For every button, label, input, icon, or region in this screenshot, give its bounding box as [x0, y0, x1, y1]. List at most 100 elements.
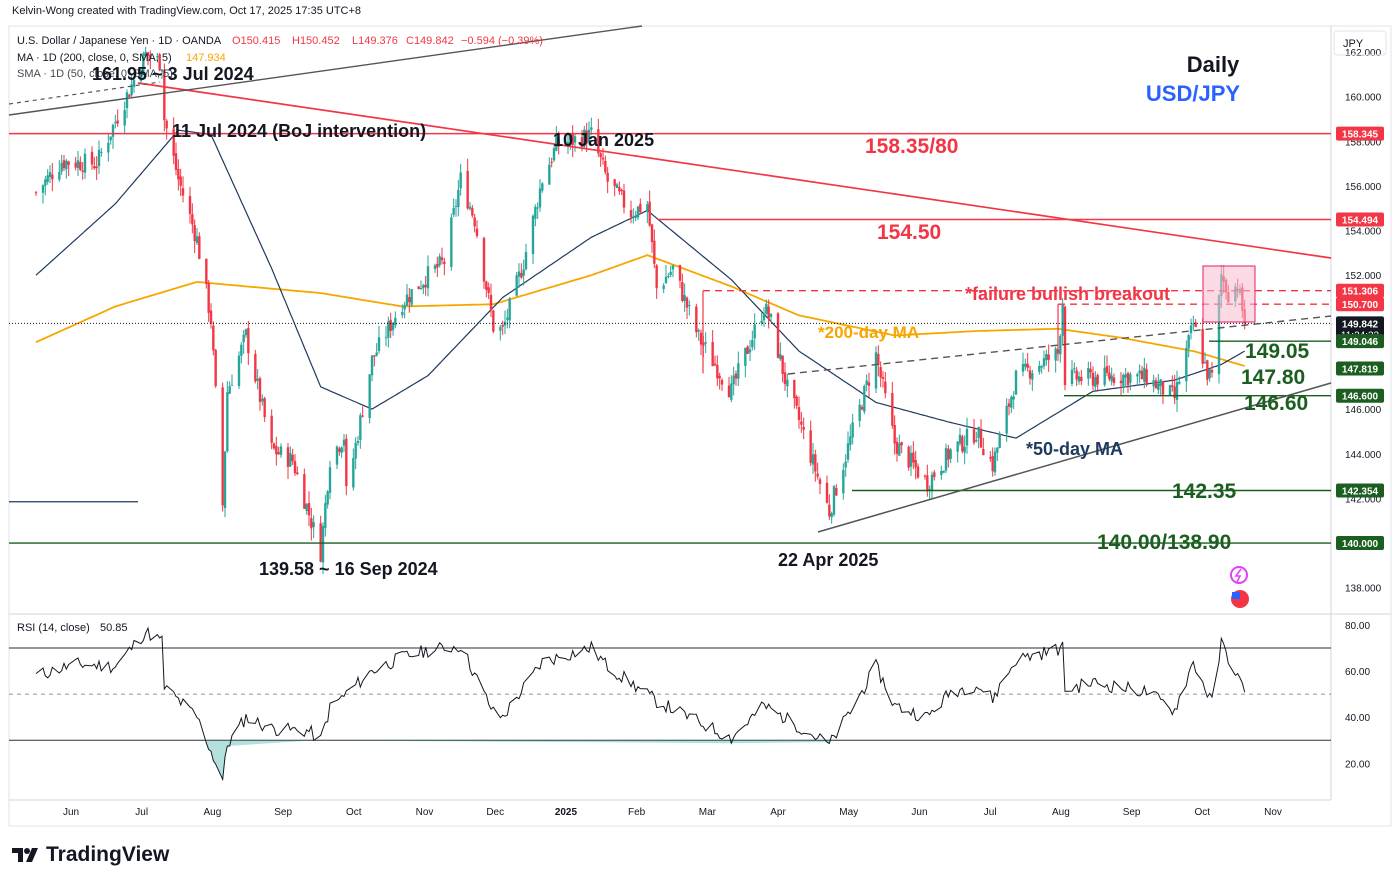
tradingview-logo[interactable]: TradingView: [10, 843, 169, 867]
candle-body-288: [977, 426, 980, 439]
upper-channel-dashed: [8, 81, 161, 105]
candle-body-266: [907, 446, 910, 468]
candle-body-324: [1094, 377, 1097, 387]
tradingview-logo-icon: [12, 848, 38, 862]
candle-body-208: [716, 364, 719, 379]
candle-body-340: [1145, 369, 1148, 386]
ann-r1: 158.35/80: [865, 135, 958, 158]
candle-body-153: [536, 207, 539, 209]
candle-body-327: [1105, 366, 1109, 373]
candle-body-357: [1203, 361, 1207, 363]
candle-body-137: [485, 281, 488, 290]
time-axis-tick: Apr: [770, 807, 786, 818]
candle-body-74: [277, 452, 280, 455]
candle-body-97: [354, 442, 357, 459]
candle-body-272: [926, 475, 929, 492]
candle-body-160: [557, 138, 560, 147]
candle-body-31: [139, 73, 143, 81]
candle-body-151: [531, 215, 535, 254]
candle-body-72: [272, 443, 276, 449]
candle-body-88: [324, 503, 327, 528]
price-label-box-7: [1336, 388, 1384, 403]
candle-body-76: [286, 447, 290, 467]
candle-body-237: [811, 454, 815, 465]
candle-body-80: [296, 472, 299, 475]
candle-body-9: [65, 160, 68, 170]
candle-body-323: [1091, 372, 1095, 386]
price-axis-tick: 156.000: [1345, 182, 1382, 193]
candle-body-246: [842, 469, 845, 494]
candle-body-150: [524, 252, 528, 270]
candle-body-212: [730, 383, 733, 400]
ann-high: 161.95 ~ 3 Jul 2024: [92, 64, 254, 84]
rsi-line: [35, 626, 1246, 782]
candle-body-335: [1129, 374, 1132, 383]
candle-body-268: [912, 452, 915, 463]
candle-body-230: [786, 379, 789, 387]
price-label-box-9: [1336, 536, 1384, 551]
candle-body-81: [303, 474, 306, 509]
ascending-support-trendline: [817, 382, 1332, 533]
ann-s2: 147.80: [1241, 366, 1305, 389]
candle-body-233: [797, 407, 801, 421]
chart-frame: [8, 25, 1392, 827]
chart-subtitle: USD/JPY: [1146, 81, 1240, 106]
candle-body-215: [737, 363, 740, 379]
candle-body-129: [457, 189, 460, 208]
candle-body-243: [830, 513, 833, 518]
candle-body-179: [620, 189, 623, 192]
candle-body-116: [417, 286, 420, 290]
candle-body-48: [193, 225, 196, 241]
candle-body-77: [289, 452, 292, 467]
candle-body-164: [571, 132, 574, 146]
candle-body-147: [517, 271, 521, 277]
candle-body-149: [522, 269, 525, 276]
candle-body-114: [408, 297, 411, 303]
candle-body-322: [1089, 369, 1092, 373]
candle-body-350: [1178, 381, 1181, 384]
news-icons[interactable]: [1230, 566, 1249, 608]
candle-body-287: [975, 439, 978, 442]
ann-apr: 22 Apr 2025: [778, 550, 878, 570]
candle-body-197: [681, 282, 684, 301]
lightning-icon[interactable]: [1230, 566, 1248, 584]
candle-body-155: [541, 183, 544, 191]
tradingview-logo-text: TradingView: [46, 843, 170, 866]
candle-body-16: [90, 151, 94, 165]
candle-body-3: [46, 175, 49, 182]
candle-body-138: [487, 287, 490, 293]
candle-body-52: [207, 282, 210, 313]
candle-body-112: [403, 304, 406, 310]
candle-body-347: [1171, 385, 1174, 388]
candle-body-250: [851, 422, 854, 438]
candle-body-225: [769, 313, 773, 317]
time-axis-tick: Jun: [911, 807, 927, 818]
candle-body-351: [1185, 347, 1188, 382]
candle-body-183: [634, 215, 637, 219]
candle-body-113: [405, 294, 409, 306]
candle-body-355: [1194, 322, 1197, 328]
candle-body-159: [555, 136, 558, 151]
candle-body-6: [58, 171, 61, 180]
candle-body-108: [389, 319, 392, 331]
candle-body-98: [356, 440, 360, 443]
candle-body-148: [520, 273, 523, 278]
candle-body-302: [1024, 363, 1027, 367]
candle-body-131: [466, 170, 469, 209]
candle-body-92: [338, 448, 341, 452]
ann-breakout: *failure bullish breakout: [965, 284, 1170, 304]
time-axis-tick: 2025: [555, 807, 578, 818]
candle-body-217: [746, 346, 749, 354]
candle-body-307: [1040, 366, 1043, 368]
candle-body-205: [704, 342, 707, 344]
time-axis-tick: Mar: [699, 807, 717, 818]
candle-body-123: [438, 256, 441, 266]
candle-body-249: [849, 436, 852, 445]
candle-body-73: [275, 445, 278, 455]
currency-box[interactable]: [1333, 30, 1387, 56]
candle-body-316: [1070, 369, 1074, 384]
candle-body-176: [613, 179, 616, 187]
candle-body-330: [1112, 377, 1116, 384]
candle-body-301: [1021, 364, 1025, 372]
